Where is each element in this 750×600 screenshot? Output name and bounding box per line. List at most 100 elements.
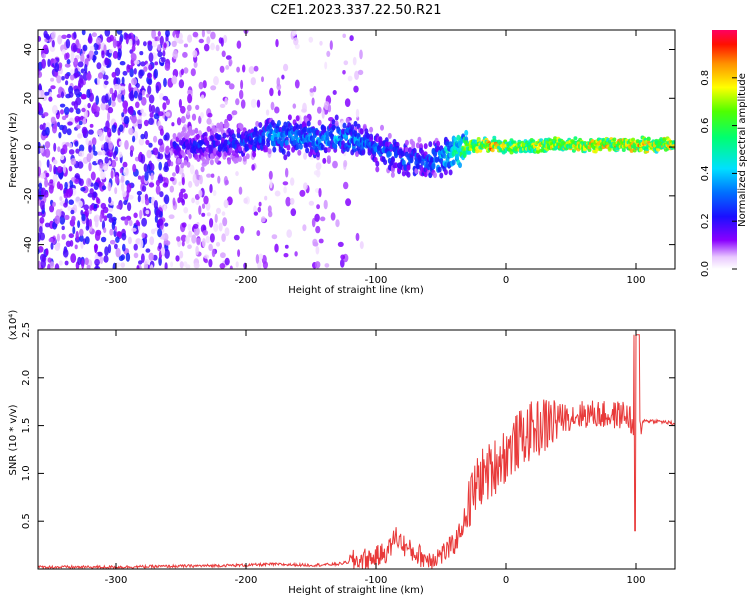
- heatmap-cell: [213, 127, 218, 134]
- heatmap-cell: [178, 79, 185, 89]
- heatmap-cell: [192, 140, 197, 147]
- heatmap-cell: [202, 230, 209, 236]
- heatmap-cell: [220, 252, 226, 259]
- heatmap-cell: [40, 259, 46, 269]
- heatmap-cell: [302, 224, 307, 232]
- heatmap-cell: [154, 53, 158, 59]
- heatmap-cell: [52, 201, 56, 207]
- heatmap-cell: [212, 190, 217, 196]
- heatmap-cell: [222, 132, 227, 139]
- heatmap-cell: [78, 78, 84, 88]
- heatmap-cell: [148, 142, 153, 148]
- heatmap-cell: [61, 76, 65, 81]
- heatmap-cell: [269, 179, 273, 189]
- heatmap-cell: [210, 173, 215, 178]
- heatmap-cell: [78, 150, 85, 157]
- heatmap-cell: [59, 196, 63, 202]
- heatmap-cell: [316, 204, 320, 210]
- heatmap-cell: [38, 260, 42, 269]
- heatmap-cell: [147, 78, 153, 86]
- heatmap-cell: [292, 139, 297, 146]
- heatmap-cell: [189, 164, 195, 175]
- heatmap-cell: [112, 262, 117, 269]
- heatmap-cell: [332, 160, 338, 169]
- heatmap-cell: [68, 91, 74, 98]
- heatmap-cell: [77, 61, 84, 68]
- heatmap-cell: [65, 80, 69, 86]
- heatmap-cell: [39, 144, 45, 154]
- heatmap-cell: [161, 57, 166, 63]
- heatmap-cell: [281, 74, 285, 80]
- heatmap-cell: [286, 229, 293, 238]
- heatmap-cell: [159, 128, 164, 136]
- heatmap-cell: [164, 132, 170, 141]
- heatmap-cell: [268, 170, 273, 180]
- heatmap-cell: [138, 137, 145, 146]
- heatmap-cell: [277, 89, 281, 96]
- heatmap-cell: [192, 173, 197, 184]
- heatmap-cell: [67, 121, 73, 126]
- heatmap-cell: [63, 106, 70, 115]
- heatmap-cell: [138, 260, 143, 265]
- heatmap-cell: [76, 124, 81, 130]
- heatmap-cell: [109, 87, 114, 95]
- colorbar-ticks: 0.0 0.2 0.4 0.6 0.8: [700, 70, 737, 277]
- heatmap-cell: [144, 198, 150, 206]
- heatmap-cell: [200, 94, 205, 100]
- heatmap-cell: [175, 32, 180, 39]
- heatmap-cell: [121, 112, 125, 118]
- heatmap-cell: [181, 152, 186, 158]
- heatmap-cell: [638, 147, 643, 152]
- heatmap-cell: [135, 101, 140, 109]
- heatmap-cell: [223, 34, 228, 44]
- heatmap-cell: [88, 144, 92, 153]
- heatmap-cell: [311, 97, 315, 106]
- heatmap-cell: [66, 59, 71, 65]
- heatmap-cell: [271, 234, 278, 240]
- heatmap-cell: [61, 125, 68, 135]
- heatmap-cell: [180, 105, 186, 114]
- heatmap-cell: [312, 238, 318, 246]
- heatmap-cell: [162, 109, 166, 119]
- heatmap-cell: [146, 93, 150, 98]
- heatmap-cell: [124, 103, 128, 113]
- heatmap-cell: [150, 172, 154, 181]
- heatmap-cell: [303, 152, 308, 160]
- heatmap-cell: [45, 126, 50, 136]
- y-tick-label: -20: [23, 188, 34, 204]
- heatmap-cell: [237, 249, 241, 257]
- heatmap-cell: [490, 148, 495, 153]
- heatmap-cell: [99, 213, 103, 223]
- heatmap-cell: [143, 206, 147, 217]
- heatmap-cell: [253, 211, 259, 216]
- heatmap-cell: [419, 143, 423, 150]
- heatmap-cell: [337, 241, 344, 247]
- heatmap-cell: [122, 70, 128, 76]
- heatmap-cell: [347, 75, 353, 82]
- heatmap-cell: [133, 212, 138, 219]
- heatmap-cell: [245, 153, 250, 160]
- heatmap-cell: [195, 133, 200, 140]
- heatmap-cell: [120, 174, 125, 183]
- heatmap-cell: [187, 93, 193, 104]
- heatmap-cell: [112, 151, 117, 160]
- heatmap-cell: [138, 92, 143, 101]
- heatmap-cell: [175, 255, 180, 262]
- heatmap-cell: [253, 65, 259, 72]
- heatmap-cell: [171, 122, 175, 127]
- heatmap-cell: [171, 137, 177, 143]
- heatmap-cell: [258, 201, 262, 207]
- heatmap-cell: [458, 162, 462, 169]
- heatmap-cell: [220, 37, 224, 47]
- x-tick-label: 100: [626, 575, 645, 586]
- heatmap-cell: [136, 119, 143, 125]
- heatmap-cell: [147, 85, 152, 95]
- heatmap-cell: [289, 197, 295, 205]
- heatmap-cell: [40, 172, 46, 179]
- heatmap-cell: [216, 207, 221, 214]
- heatmap-cell: [236, 66, 241, 73]
- heatmap-cell: [74, 140, 79, 147]
- heatmap-cell: [38, 160, 42, 169]
- heatmap-cell: [267, 205, 272, 213]
